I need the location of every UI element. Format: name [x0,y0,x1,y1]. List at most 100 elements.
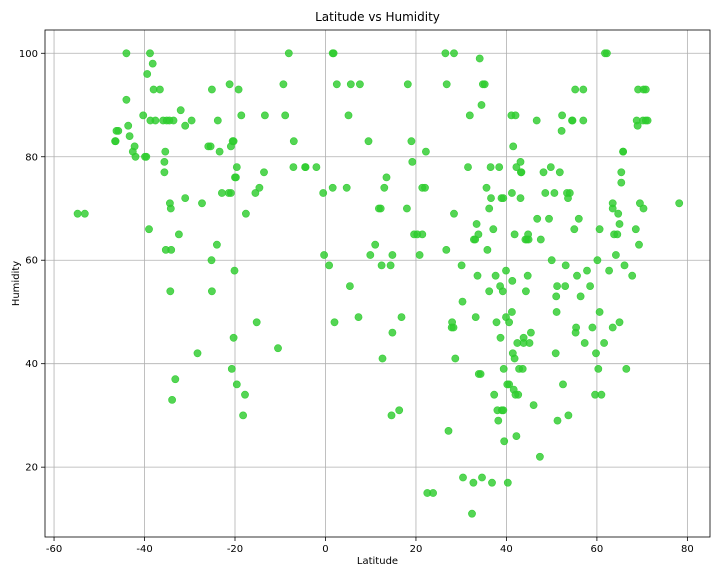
data-point [539,168,548,177]
plot-frame [44,29,711,538]
data-point [421,183,429,192]
data-point [600,339,608,347]
data-point [207,85,216,94]
data-point [325,261,333,270]
data-point [225,80,234,89]
data-point [573,271,581,280]
data-point [342,183,351,192]
data-point [552,308,561,316]
data-point [371,240,380,249]
data-point [226,189,235,197]
data-point [472,220,481,228]
data-point [142,152,151,161]
data-point [507,189,516,197]
data-point [241,390,249,399]
data-point [450,209,458,218]
data-point [478,473,486,482]
grid [45,30,710,537]
data-point [545,214,553,223]
data-point [524,235,533,244]
data-point [561,261,570,270]
data-point [579,85,588,94]
data-point [512,432,521,440]
data-point [561,282,570,290]
data-point [608,323,617,332]
data-point [80,209,89,218]
data-point [301,163,309,171]
data-point [355,80,364,89]
data-point [442,80,451,89]
data-point [380,183,389,192]
data-point [588,323,597,332]
data-point [450,49,458,58]
data-point [320,251,328,259]
data-point [332,80,341,89]
data-point [174,230,183,239]
data-point [143,70,152,78]
data-point [675,199,684,208]
data-point [312,163,321,171]
data-point [346,80,355,89]
data-point [510,354,519,363]
data-point [639,204,648,213]
data-point [237,111,246,120]
data-point [557,126,566,135]
x-tick-label: -40 [136,544,152,555]
data-point [330,318,339,327]
data-point [169,116,178,125]
data-point [421,147,430,156]
data-point [489,225,498,234]
data-point [533,214,542,223]
x-tick-label: 0 [322,544,328,555]
data-point [229,333,238,342]
data-point [449,323,458,332]
data-point [166,204,175,213]
data-point [527,328,535,337]
data-point [480,80,489,89]
data-point [622,364,631,373]
data-point [376,204,385,213]
data-point [570,225,579,234]
data-point [471,313,480,321]
data-point [505,380,513,389]
x-tick-label: -60 [46,544,62,555]
data-point [160,168,169,177]
data-point [571,85,580,94]
data-point [507,308,516,316]
data-point [386,261,395,270]
data-point [114,126,123,135]
data-point [289,137,298,146]
data-point [155,85,164,94]
data-point [130,142,139,151]
data-point [469,478,478,487]
data-point [595,225,604,234]
data-point [212,240,221,249]
data-point [516,194,525,202]
data-point [503,478,512,487]
data-point [206,142,215,151]
data-point [160,157,169,166]
data-point [613,230,622,239]
data-point [522,287,530,296]
data-point [457,261,466,270]
data-point [580,339,589,347]
data-point [509,142,518,151]
data-point [329,49,338,58]
data-point [418,230,427,239]
data-point [387,411,396,420]
data-point [122,95,131,104]
data-point [547,256,556,265]
data-point [459,473,467,482]
data-point [546,163,555,171]
data-point [289,163,298,171]
data-point [125,132,134,140]
data-point [403,80,412,89]
data-point [366,251,375,259]
data-point [260,168,268,177]
data-point [465,111,474,120]
data-point [408,157,417,166]
data-point [579,116,588,125]
data-point [592,349,600,358]
